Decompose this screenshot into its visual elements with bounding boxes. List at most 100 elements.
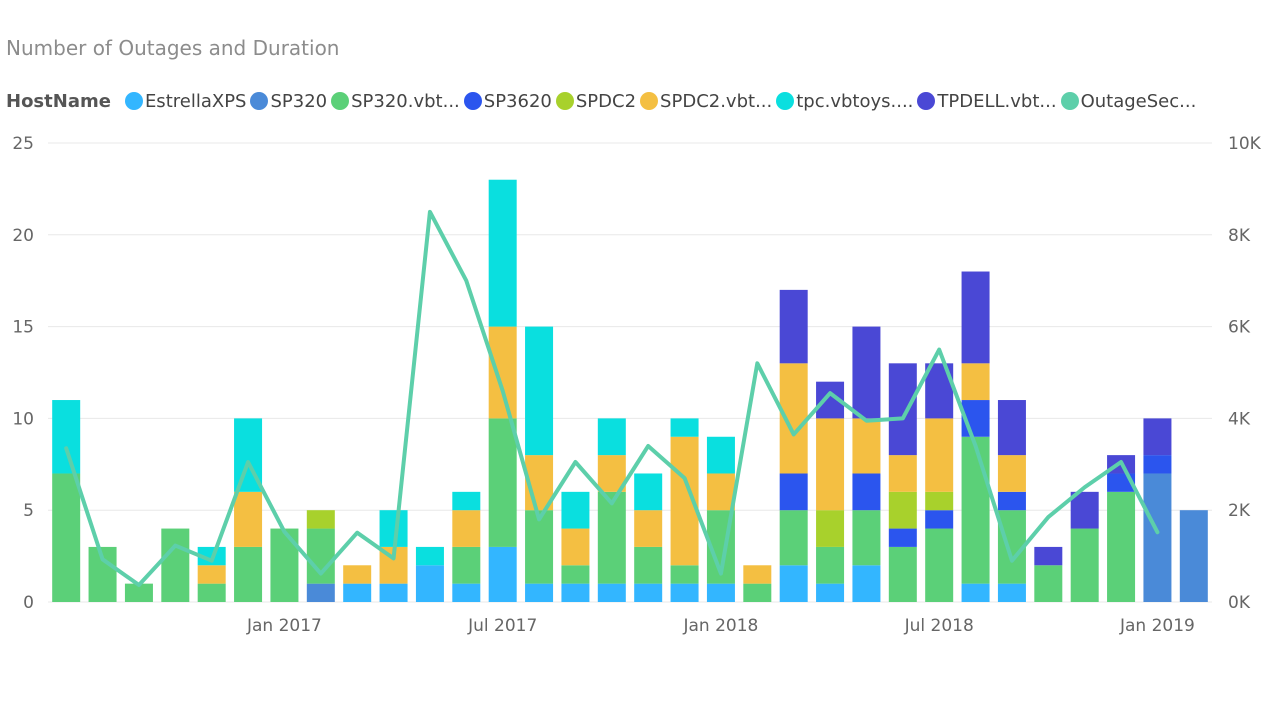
y-tick-label: 0 bbox=[23, 593, 34, 613]
bar-segment bbox=[925, 510, 954, 529]
bar-segment bbox=[525, 510, 554, 584]
legend-label: OutageSec... bbox=[1080, 90, 1197, 112]
bar-segment bbox=[343, 583, 372, 602]
legend-title: HostName bbox=[6, 90, 111, 112]
legend-item[interactable]: tpc.vbtoys.... bbox=[776, 91, 913, 112]
bar-segment bbox=[816, 418, 845, 511]
bar-segment bbox=[634, 583, 663, 602]
bar-segment bbox=[488, 546, 517, 602]
bar-segment bbox=[779, 473, 808, 511]
bar-segment bbox=[1107, 491, 1136, 602]
legend-dot-icon bbox=[331, 92, 350, 110]
legend-item[interactable]: SP320 bbox=[250, 91, 327, 112]
bar-segment bbox=[888, 491, 917, 529]
bar-segment bbox=[452, 510, 481, 547]
bar-segment bbox=[888, 528, 917, 547]
legend-item[interactable]: OutageSec... bbox=[1060, 90, 1197, 112]
bar-segment bbox=[852, 565, 881, 602]
bar-segment bbox=[379, 583, 408, 602]
legend-item[interactable]: TPDELL.vbt... bbox=[917, 90, 1057, 112]
legend-item[interactable]: SP320.vbt... bbox=[331, 91, 460, 112]
bar-segment bbox=[415, 546, 444, 566]
bar-segment bbox=[525, 326, 554, 456]
legend-dot-icon bbox=[640, 92, 659, 110]
legend-label: EstrellaXPS bbox=[144, 90, 247, 112]
y-tick-label: 15 bbox=[12, 318, 34, 338]
bar-segment bbox=[197, 565, 226, 584]
legend-label: SP320.vbt... bbox=[351, 90, 460, 112]
bar-segment bbox=[961, 583, 990, 602]
legend-label: TPDELL.vbt... bbox=[937, 90, 1057, 112]
x-tick-label: Jan 2019 bbox=[1119, 616, 1195, 636]
bar-segment bbox=[997, 400, 1026, 456]
bar-segment bbox=[1143, 455, 1172, 474]
bar-segment bbox=[52, 473, 81, 602]
bar-segment bbox=[561, 491, 590, 529]
legend-dot-icon bbox=[917, 92, 936, 110]
bar-segment bbox=[670, 583, 699, 602]
bar-segment bbox=[888, 455, 917, 492]
bar-segment bbox=[670, 565, 699, 584]
legend-item[interactable]: SPDC2 bbox=[555, 91, 636, 112]
y2-tick-label: 6K bbox=[1228, 318, 1251, 338]
bar-segment bbox=[124, 583, 153, 602]
bar-segment bbox=[706, 583, 735, 602]
legend-dot-icon bbox=[463, 92, 482, 110]
bar-segment bbox=[888, 546, 917, 602]
y2-tick-label: 4K bbox=[1228, 409, 1251, 429]
bar-segment bbox=[161, 528, 190, 602]
legend-item[interactable]: SPDC2.vbt... bbox=[640, 91, 772, 112]
bar-segment bbox=[706, 436, 735, 474]
x-tick-label: Jan 2018 bbox=[683, 616, 759, 636]
bar-segment bbox=[1034, 565, 1063, 602]
legend-dot-icon bbox=[776, 92, 795, 110]
bar-segment bbox=[706, 473, 735, 511]
bar-segment bbox=[452, 583, 481, 602]
bar-segment bbox=[779, 565, 808, 602]
bar-segment bbox=[925, 528, 954, 602]
bar-segment bbox=[816, 510, 845, 547]
bar-segment bbox=[1179, 510, 1208, 602]
y2-tick-label: 10K bbox=[1228, 134, 1262, 154]
legend-dot-icon bbox=[1060, 92, 1079, 110]
legend-item[interactable]: EstrellaXPS bbox=[124, 90, 247, 112]
bar-segment bbox=[52, 400, 81, 474]
bar-segment bbox=[743, 583, 772, 602]
bar-segment bbox=[561, 583, 590, 602]
bar-segment bbox=[852, 326, 881, 419]
bar-segment bbox=[415, 565, 444, 602]
bar-segment bbox=[270, 528, 299, 602]
y-tick-label: 25 bbox=[12, 134, 34, 154]
bar-segment bbox=[743, 565, 772, 584]
legend-dot-icon bbox=[124, 92, 143, 110]
legend-label: SP320 bbox=[270, 90, 328, 112]
bar-segment bbox=[997, 455, 1026, 492]
bar-segment bbox=[852, 418, 881, 474]
bar-segment bbox=[961, 363, 990, 401]
bar-segment bbox=[961, 436, 990, 584]
bar-segment bbox=[488, 418, 517, 547]
bar-segment bbox=[888, 363, 917, 456]
bar-segment bbox=[597, 418, 626, 456]
bar-segment bbox=[1143, 473, 1172, 602]
bar-segment bbox=[816, 583, 845, 602]
bar-segment bbox=[597, 583, 626, 602]
outage-duration-line bbox=[64, 209, 1160, 588]
x-tick-label: Jan 2017 bbox=[246, 616, 322, 636]
y2-tick-label: 8K bbox=[1228, 226, 1251, 246]
bar-segment bbox=[634, 510, 663, 547]
bar-segment bbox=[816, 546, 845, 584]
y-tick-label: 20 bbox=[12, 226, 34, 246]
legend-label: SP3620 bbox=[483, 90, 552, 112]
legend-item[interactable]: SP3620 bbox=[463, 90, 552, 112]
legend-dot-icon bbox=[555, 92, 574, 110]
bar-segment bbox=[925, 418, 954, 492]
x-tick-label: Jul 2018 bbox=[904, 616, 974, 636]
bar-segment bbox=[1143, 418, 1172, 456]
bar-segment bbox=[234, 546, 263, 602]
bar-segment bbox=[525, 583, 554, 602]
bar-segment bbox=[779, 289, 808, 364]
y2-tick-label: 0K bbox=[1228, 593, 1251, 613]
bar-segment bbox=[306, 510, 335, 529]
